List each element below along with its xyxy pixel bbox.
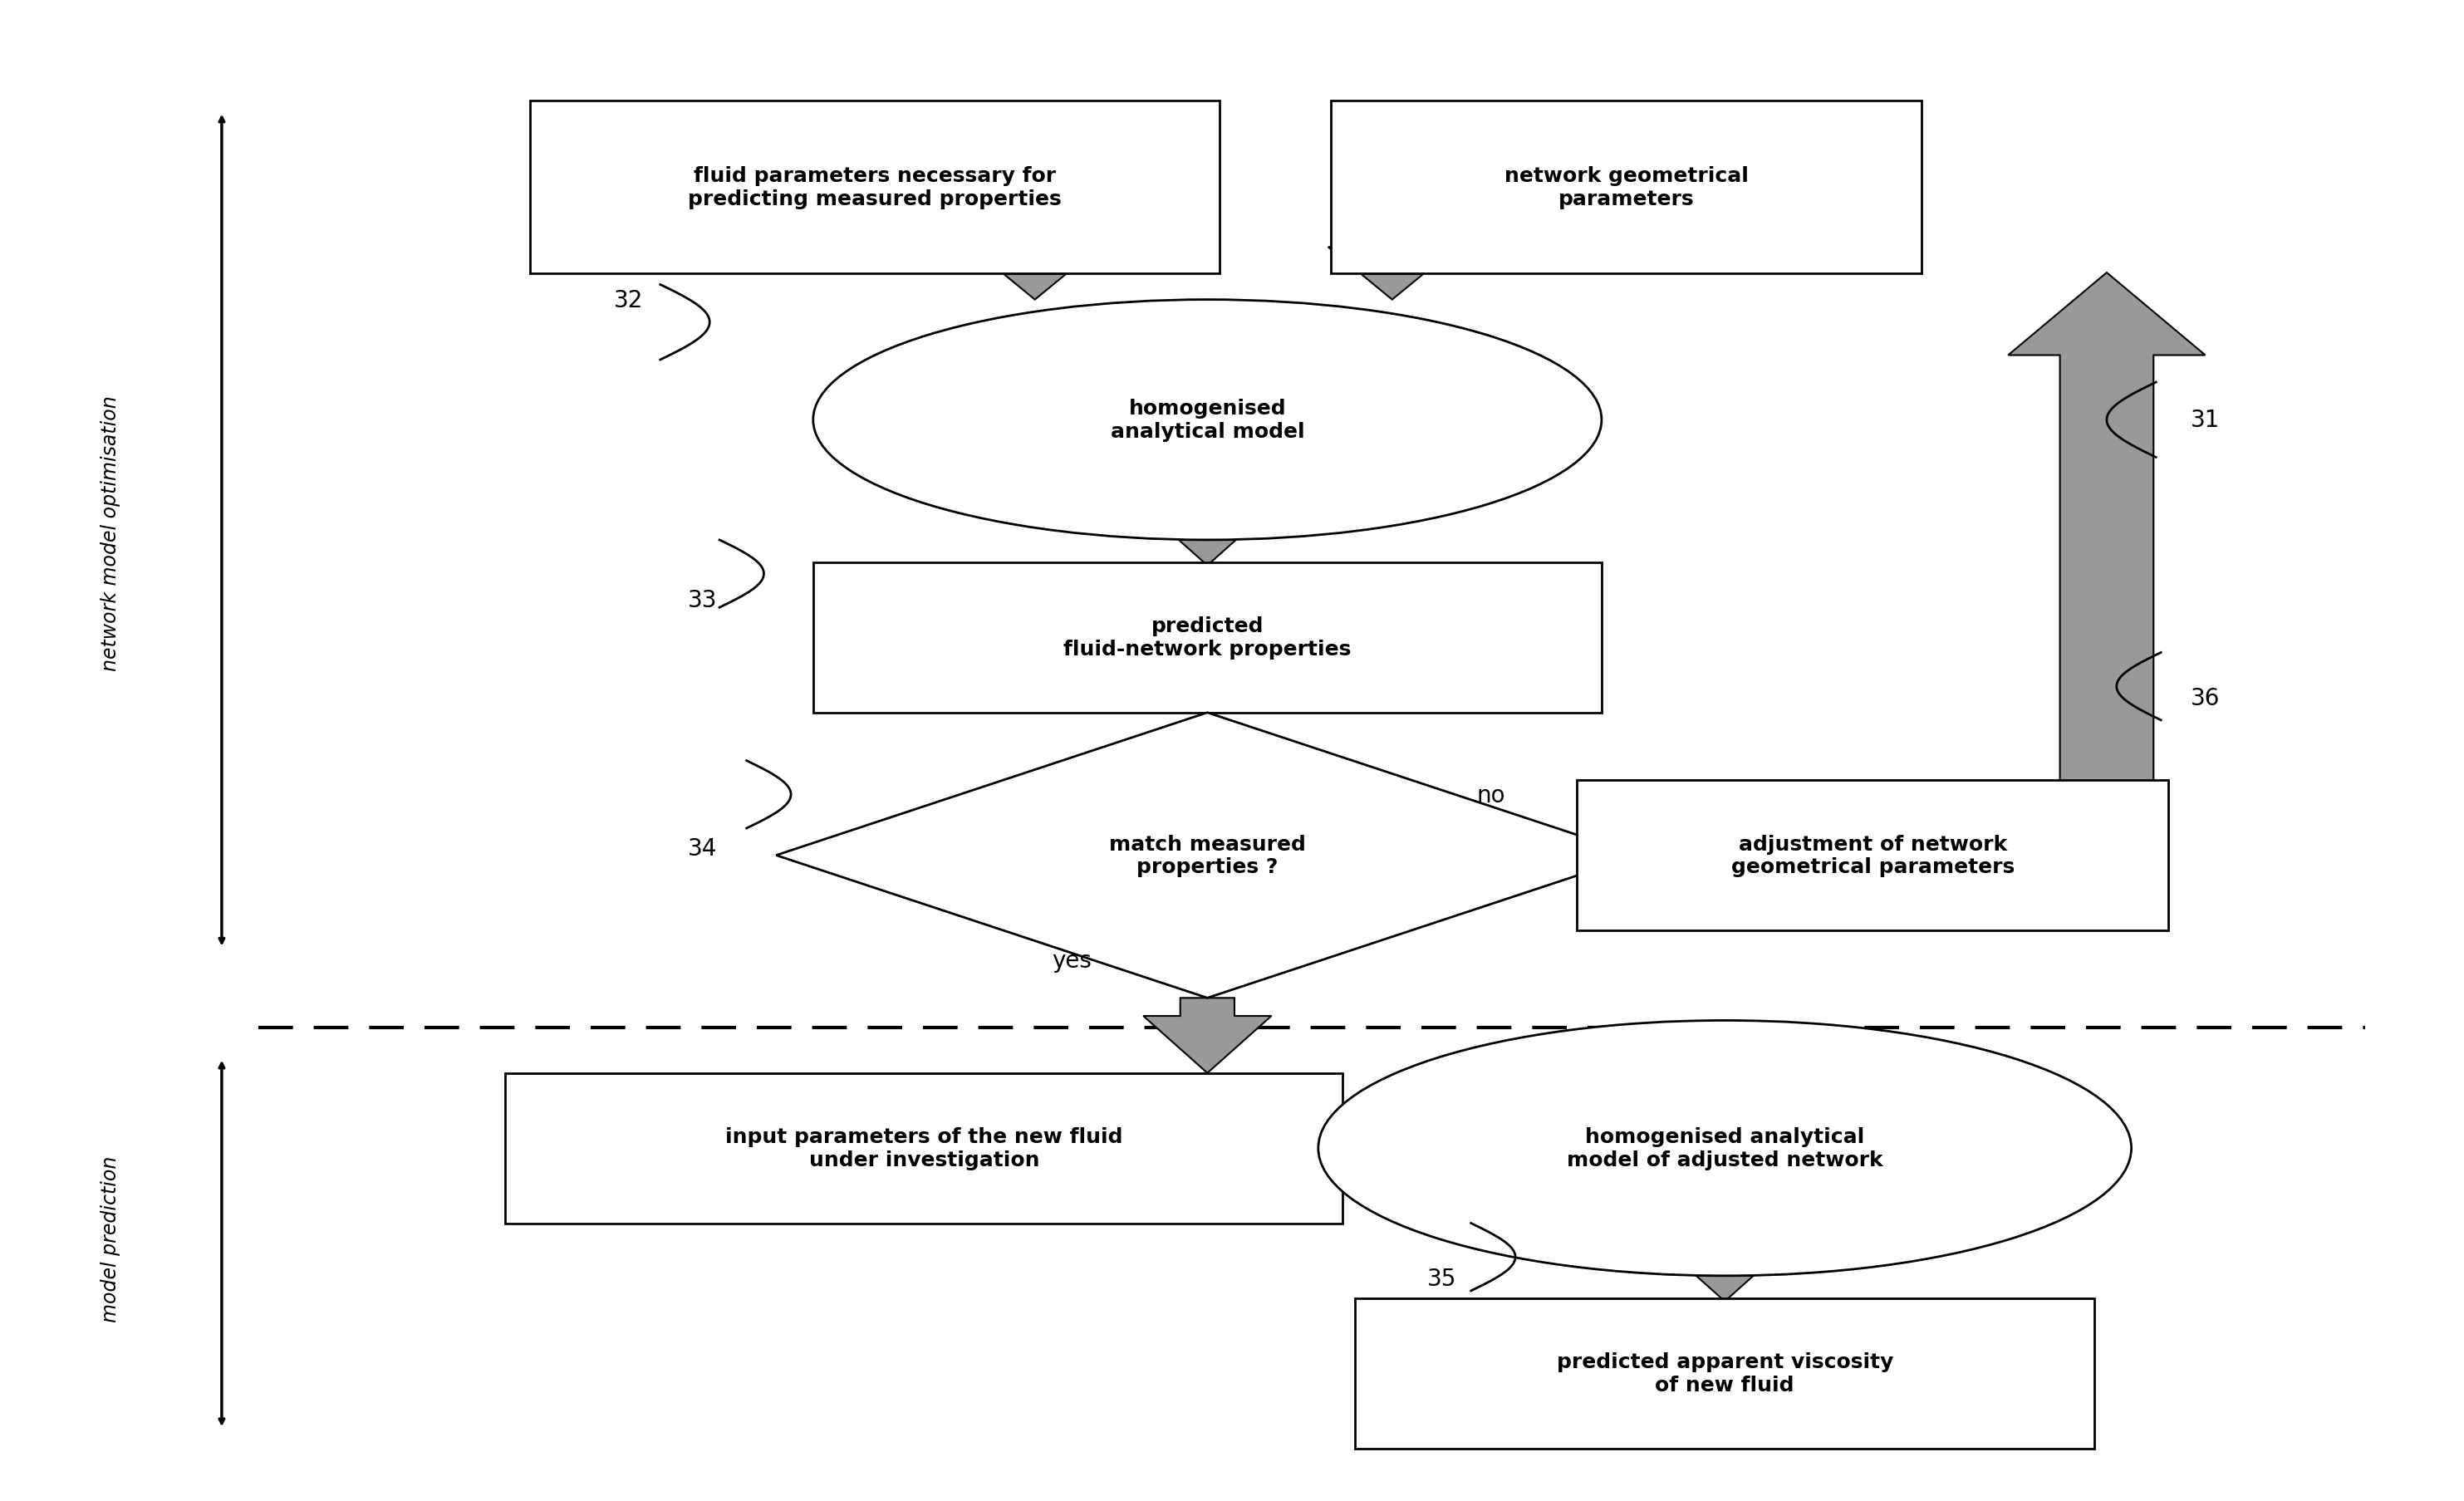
Text: input parameters of the new fluid
under investigation: input parameters of the new fluid under …	[724, 1127, 1124, 1169]
Text: 32: 32	[614, 288, 643, 312]
Polygon shape	[971, 248, 1099, 300]
Polygon shape	[1143, 998, 1271, 1073]
Polygon shape	[1143, 509, 1271, 566]
Text: match measured
properties ?: match measured properties ?	[1109, 835, 1306, 877]
Text: model prediction: model prediction	[101, 1156, 121, 1321]
Text: predicted
fluid-network properties: predicted fluid-network properties	[1064, 617, 1350, 659]
FancyBboxPatch shape	[1577, 781, 2168, 931]
FancyBboxPatch shape	[530, 101, 1220, 273]
Text: predicted apparent viscosity
of new fluid: predicted apparent viscosity of new flui…	[1557, 1352, 1892, 1394]
Text: 33: 33	[687, 588, 717, 612]
Polygon shape	[1478, 814, 1639, 898]
Ellipse shape	[813, 300, 1602, 540]
Polygon shape	[1661, 1244, 1789, 1301]
Text: fluid parameters necessary for
predicting measured properties: fluid parameters necessary for predictin…	[687, 167, 1062, 209]
FancyBboxPatch shape	[813, 563, 1602, 713]
Text: 36: 36	[2190, 686, 2220, 710]
Text: 34: 34	[687, 836, 717, 860]
Polygon shape	[1143, 656, 1271, 713]
Text: no: no	[1476, 784, 1506, 808]
Text: network model optimisation: network model optimisation	[101, 395, 121, 671]
Text: 35: 35	[1427, 1267, 1456, 1291]
FancyBboxPatch shape	[1331, 101, 1922, 273]
Polygon shape	[2008, 273, 2205, 856]
Text: homogenised analytical
model of adjusted network: homogenised analytical model of adjusted…	[1567, 1127, 1882, 1169]
Text: yes: yes	[1052, 949, 1092, 973]
Text: network geometrical
parameters: network geometrical parameters	[1503, 167, 1749, 209]
FancyBboxPatch shape	[1355, 1298, 2094, 1448]
Ellipse shape	[1318, 1021, 2131, 1276]
Polygon shape	[1220, 1108, 1355, 1189]
Text: adjustment of network
geometrical parameters: adjustment of network geometrical parame…	[1730, 835, 2016, 877]
Text: 31: 31	[2190, 408, 2220, 432]
Polygon shape	[776, 713, 1639, 998]
Text: homogenised
analytical model: homogenised analytical model	[1111, 399, 1303, 441]
FancyBboxPatch shape	[505, 1073, 1343, 1223]
Polygon shape	[1328, 248, 1456, 300]
